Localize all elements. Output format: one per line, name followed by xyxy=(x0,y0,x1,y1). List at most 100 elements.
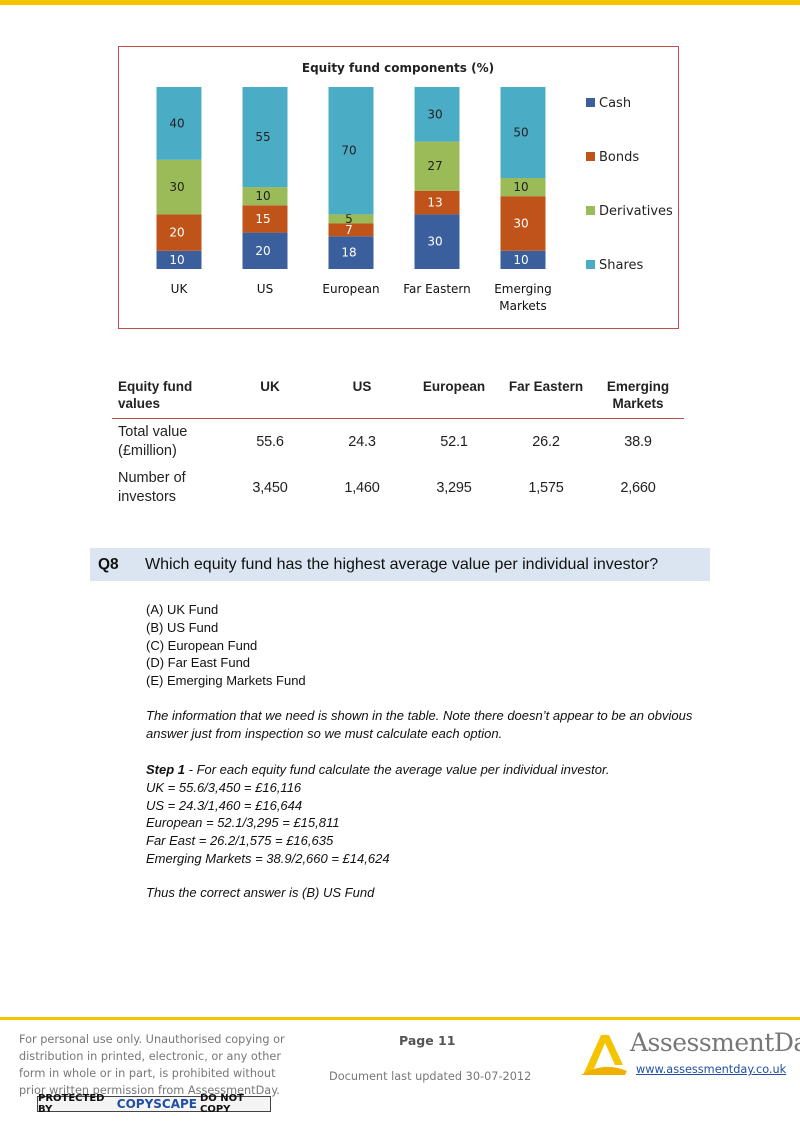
table-header-cell: Far Eastern xyxy=(508,379,584,394)
bar-segment xyxy=(500,196,546,251)
bar-segment xyxy=(156,250,202,269)
bar-segment xyxy=(414,141,460,191)
calculation-line: UK = 55.6/3,450 = £16,116 xyxy=(146,779,302,795)
bar-segment xyxy=(500,87,546,178)
step-heading: Step 1 - For each equity fund calculate … xyxy=(146,761,609,779)
bar-segment xyxy=(414,214,460,269)
bar-segment xyxy=(242,87,288,188)
row-label: Number of investors xyxy=(118,470,186,505)
table-header-cell: Equity fund values xyxy=(118,379,193,411)
legend-label: Shares xyxy=(599,258,644,273)
data-label: 70 xyxy=(341,144,356,158)
footer-divider xyxy=(0,1017,800,1020)
data-label: 10 xyxy=(513,253,528,267)
legend-swatch xyxy=(586,98,595,107)
data-label: 7 xyxy=(345,223,353,237)
copyscape-brand: COPYSCAPE xyxy=(116,1097,197,1111)
step-title: Step 1 xyxy=(146,762,186,777)
table-cell: 3,295 xyxy=(436,480,472,496)
table-row: Number of investors 3,450 1,460 3,295 1,… xyxy=(112,465,684,511)
bar-segment xyxy=(242,187,288,206)
step-text: - For each equity fund calculate the ave… xyxy=(185,762,610,777)
option-a: (A) UK Fund xyxy=(146,602,219,617)
table-cell: 2,660 xyxy=(620,480,656,496)
bar-segment xyxy=(328,214,374,224)
table-cell: 55.6 xyxy=(256,434,284,450)
equity-values-table: Equity fund values UK US European Far Ea… xyxy=(112,378,684,511)
option-d: (D) Far East Fund xyxy=(146,655,251,671)
data-label: 30 xyxy=(427,107,442,121)
equity-chart: Equity fund components (%) 10 20 30 40 UK 20 15… xyxy=(118,46,679,329)
table-cell: 52.1 xyxy=(440,434,468,450)
answer-options: (A) UK Fund (B) US Fund (C) European Fun… xyxy=(146,601,306,690)
category-label: European xyxy=(322,282,379,296)
explanation: The information that we need is shown in… xyxy=(146,707,706,743)
category-label: Emerging xyxy=(494,282,552,296)
category-label: Markets xyxy=(499,299,547,313)
copyscape-pre: PROTECTED BY xyxy=(38,1093,105,1115)
answer-statement: Thus the correct answer is (B) US Fund xyxy=(146,885,375,900)
data-label: 10 xyxy=(169,253,184,267)
logo-icon xyxy=(581,1035,627,1075)
data-label: 20 xyxy=(169,226,184,240)
bar-segment xyxy=(242,205,288,233)
bar-segment xyxy=(414,87,460,142)
data-label: 5 xyxy=(345,212,353,226)
bar-segment xyxy=(242,232,288,269)
page-number: Page 11 xyxy=(399,1033,456,1048)
legend-swatch xyxy=(586,260,595,269)
table-header-cell: European xyxy=(422,379,486,394)
table-cell: 26.2 xyxy=(532,434,560,450)
calculation-line: Far East = 26.2/1,575 = £16,635 xyxy=(146,833,334,849)
copyscape-post: DO NOT COPY xyxy=(200,1093,244,1115)
question-bar: Q8 Which equity fund has the highest ave… xyxy=(90,548,710,581)
data-label: 20 xyxy=(255,244,270,258)
table-cell: 3,450 xyxy=(252,480,288,496)
bar-segment xyxy=(414,190,460,215)
table-cell: 38.9 xyxy=(624,434,652,450)
bar-segment xyxy=(156,159,202,215)
bar-segment xyxy=(328,223,374,237)
explanation-text: The information that we need is shown in… xyxy=(146,708,693,741)
data-label: 13 xyxy=(427,196,442,210)
table-row: Total value (£million) 55.6 24.3 52.1 26… xyxy=(112,419,684,465)
data-label: 10 xyxy=(513,180,528,194)
calculation-line: US = 24.3/1,460 = £16,644 xyxy=(146,797,303,813)
chart-title: Equity fund components (%) xyxy=(302,61,494,75)
copyscape-badge[interactable]: PROTECTED BY COPYSCAPE DO NOT COPY xyxy=(37,1093,271,1115)
table-header-cell: UK xyxy=(260,379,280,394)
data-label: 30 xyxy=(513,217,528,231)
last-updated: Document last updated 30-07-2012 xyxy=(329,1070,532,1083)
legend-label: Derivatives xyxy=(599,204,673,219)
legend-label: Cash xyxy=(599,96,631,111)
option-c: (C) European Fund xyxy=(146,637,258,653)
copyright-note: For personal use only. Unauthorised copy… xyxy=(19,1033,285,1097)
table-header-cell: US xyxy=(352,379,372,394)
data-label: 30 xyxy=(427,235,442,249)
bar-segment xyxy=(156,214,202,251)
question-text: Which equity fund has the highest averag… xyxy=(145,555,659,573)
solution-steps: Step 1 - For each equity fund calculate … xyxy=(146,761,609,868)
data-label: 10 xyxy=(255,189,270,203)
table-header-row: Equity fund values UK US European Far Ea… xyxy=(112,378,684,419)
option-e: (E) Emerging Markets Fund xyxy=(146,673,306,689)
data-label: 18 xyxy=(341,246,356,260)
data-label: 50 xyxy=(513,126,528,140)
top-accent-bar xyxy=(0,0,800,5)
category-label: UK xyxy=(171,282,189,296)
data-label: 30 xyxy=(169,180,184,194)
row-label: Total value (£million) xyxy=(118,424,188,459)
table-cell: 1,575 xyxy=(528,480,564,496)
option-b: (B) US Fund xyxy=(146,619,219,635)
data-label: 40 xyxy=(169,116,184,130)
bar-segment xyxy=(328,236,374,269)
table-cell: 24.3 xyxy=(348,434,376,450)
legend-swatch xyxy=(586,206,595,215)
website-link[interactable]: www.assessmentday.co.uk xyxy=(636,1063,787,1076)
data-label: 55 xyxy=(255,130,270,144)
calculation-line: European = 52.1/3,295 = £15,811 xyxy=(146,815,340,831)
bar-segment xyxy=(500,250,546,269)
legend-swatch xyxy=(586,152,595,161)
question-number: Q8 xyxy=(98,555,119,573)
bar-segment xyxy=(328,87,374,215)
